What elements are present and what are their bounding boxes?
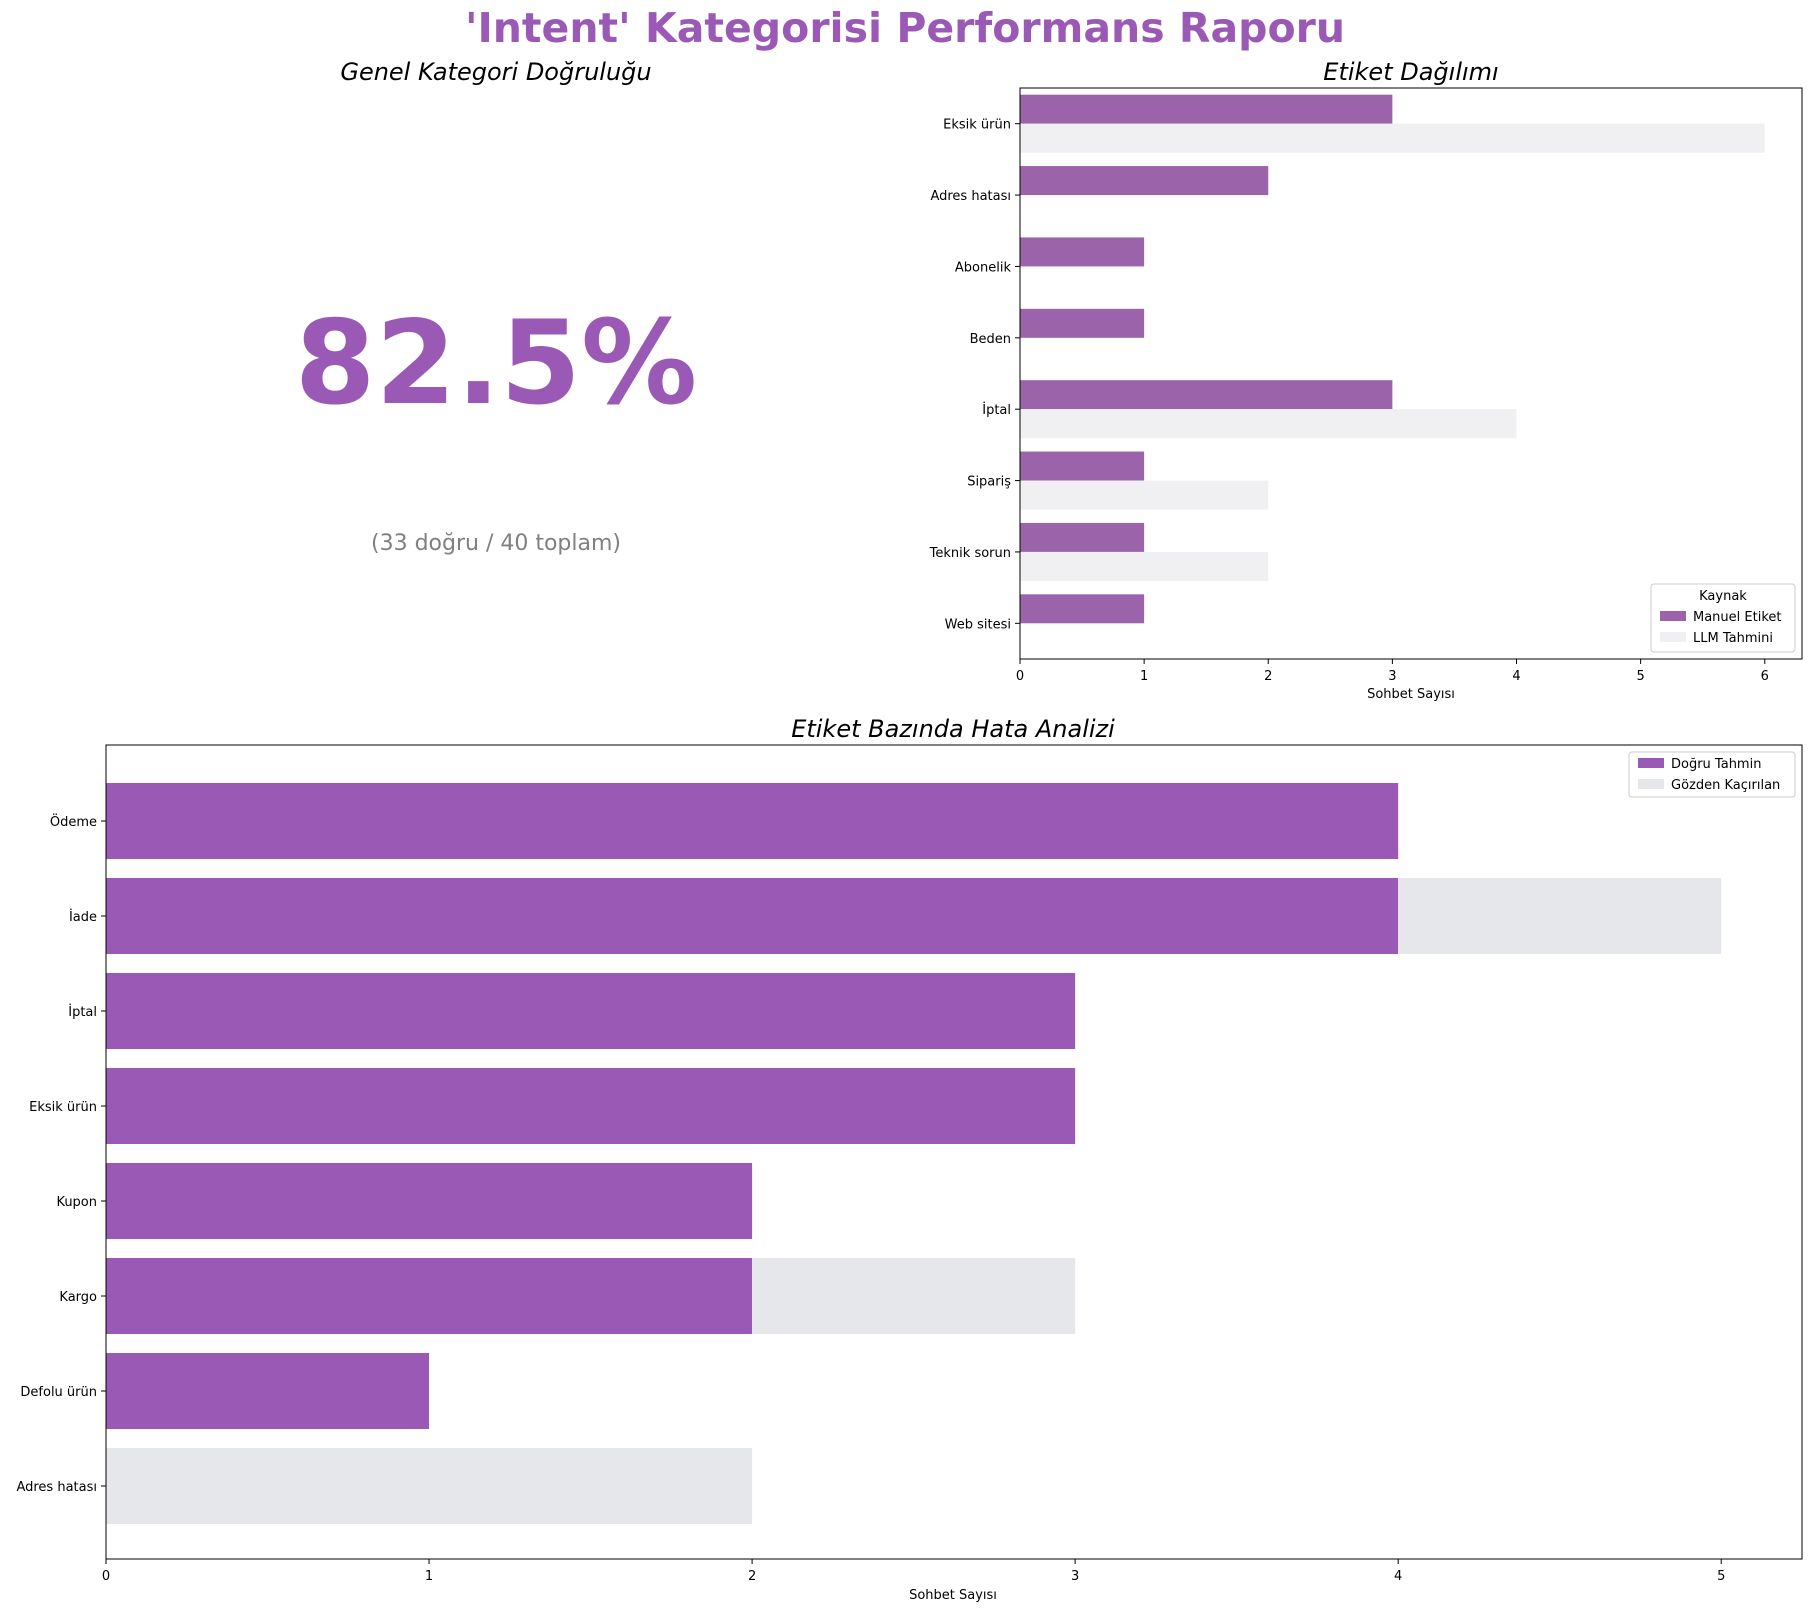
legend-label-manuel-etiket: Manuel Etiket (1693, 610, 1782, 625)
bar-gozden-kacirilan-adres-hatasi (106, 1448, 753, 1524)
xtick-label-5: 5 (1636, 669, 1644, 684)
bar-dogru-tahmin-iptal (106, 973, 1076, 1049)
ytick-label-odeme: Ödeme (50, 813, 97, 830)
bar-manuel-etiket-abonelik (1020, 237, 1145, 267)
accuracy-panel-title: Genel Kategori Doğruluğu (340, 58, 651, 86)
xtick-label-6: 6 (1761, 669, 1769, 684)
ytick-label-adres-hatasi: Adres hatası (16, 1480, 97, 1495)
legend-swatch-dogru-tahmin (1638, 758, 1664, 768)
xtick-label-2: 2 (1264, 669, 1272, 684)
xtick-label-2: 2 (748, 1569, 756, 1584)
figure-title: 'Intent' Kategorisi Performans Raporu (465, 4, 1345, 52)
error-analysis-title: Etiket Bazında Hata Analizi (791, 715, 1115, 743)
ytick-label-teknik-sorun: Teknik sorun (929, 546, 1011, 561)
xtick-label-3: 3 (1071, 1569, 1079, 1584)
ytick-label-kargo: Kargo (59, 1290, 97, 1305)
bar-llm-tahmini-eksik-urun (1020, 123, 1765, 153)
error-analysis-frame (105, 744, 1803, 1560)
bar-dogru-tahmin-iade (106, 878, 1399, 954)
ytick-label-siparis: Sipariş (967, 475, 1011, 490)
bar-manuel-etiket-teknik-sorun (1020, 522, 1145, 552)
bar-dogru-tahmin-kupon (106, 1163, 753, 1239)
legend-label-gozden-kacirilan: Gözden Kaçırılan (1671, 778, 1780, 793)
ytick-label-web-sitesi: Web sitesi (945, 617, 1011, 632)
error-analysis-legend: Doğru Tahmin Gözden Kaçırılan (1628, 751, 1796, 798)
legend-title-kaynak: Kaynak (1699, 589, 1747, 604)
ytick-label-adres-hatasi: Adres hatası (930, 189, 1011, 204)
ytick-label-abonelik: Abonelik (955, 260, 1012, 275)
xtick-label-4: 4 (1512, 669, 1520, 684)
bar-gozden-kacirilan-kargo (752, 1258, 1076, 1334)
accuracy-panel: Genel Kategori Doğruluğu 82.5% (33 doğru… (295, 58, 697, 556)
label-distribution-frame (1019, 87, 1803, 660)
bar-manuel-etiket-beden (1020, 308, 1145, 338)
ytick-label-iptal: İptal (68, 1004, 97, 1020)
legend-swatch-gozden-kacirilan (1638, 779, 1664, 789)
bar-manuel-etiket-iptal (1020, 380, 1393, 410)
ytick-label-eksik-urun: Eksik ürün (29, 1100, 97, 1115)
bar-dogru-tahmin-odeme (106, 783, 1399, 859)
accuracy-detail: (33 doğru / 40 toplam) (371, 531, 621, 556)
ytick-label-iade: İade (69, 909, 97, 925)
ytick-label-eksik-urun: Eksik ürün (943, 118, 1011, 133)
legend-swatch-llm-tahmini (1660, 632, 1686, 642)
bar-manuel-etiket-eksik-urun (1020, 94, 1393, 124)
xtick-label-5: 5 (1717, 1569, 1725, 1584)
ytick-label-beden: Beden (970, 332, 1011, 347)
legend-swatch-manuel-etiket (1660, 611, 1686, 621)
error-analysis-chart: Etiket Bazında Hata Analizi Ödeme İade İpt… (16, 715, 1803, 1603)
bar-llm-tahmini-teknik-sorun (1020, 551, 1269, 581)
xtick-label-1: 1 (425, 1569, 433, 1584)
bar-gozden-kacirilan-iade (1398, 878, 1722, 954)
bar-dogru-tahmin-eksik-urun (106, 1068, 1076, 1144)
ytick-label-iptal: İptal (982, 402, 1011, 418)
label-distribution-title: Etiket Dağılımı (1323, 58, 1498, 86)
bar-llm-tahmini-siparis (1020, 480, 1269, 510)
legend-label-llm-tahmini: LLM Tahmini (1693, 631, 1773, 646)
bar-dogru-tahmin-kargo (106, 1258, 753, 1334)
legend-label-dogru-tahmin: Doğru Tahmin (1671, 757, 1761, 772)
ytick-label-kupon: Kupon (56, 1195, 97, 1210)
bar-manuel-etiket-web-sitesi (1020, 594, 1145, 624)
xtick-label-1: 1 (1140, 669, 1148, 684)
label-distribution-chart: Etiket Dağılımı Eksik ürün Adres hatası Ab… (929, 58, 1803, 702)
accuracy-value: 82.5% (295, 296, 697, 431)
bar-manuel-etiket-adres-hatasi (1020, 166, 1269, 196)
ytick-label-defolu-urun: Defolu ürün (20, 1385, 97, 1400)
bar-llm-tahmini-iptal (1020, 409, 1517, 439)
xtick-label-4: 4 (1394, 1569, 1402, 1584)
xtick-label-3: 3 (1388, 669, 1396, 684)
bar-manuel-etiket-siparis (1020, 451, 1145, 481)
xtick-label-0: 0 (102, 1569, 110, 1584)
label-distribution-xlabel: Sohbet Sayısı (1367, 687, 1455, 702)
xtick-label-0: 0 (1016, 669, 1024, 684)
label-distribution-legend: Kaynak Manuel Etiket LLM Tahmini (1650, 583, 1796, 653)
error-analysis-xlabel: Sohbet Sayısı (909, 1588, 997, 1603)
bar-dogru-tahmin-defolu-urun (106, 1353, 430, 1429)
